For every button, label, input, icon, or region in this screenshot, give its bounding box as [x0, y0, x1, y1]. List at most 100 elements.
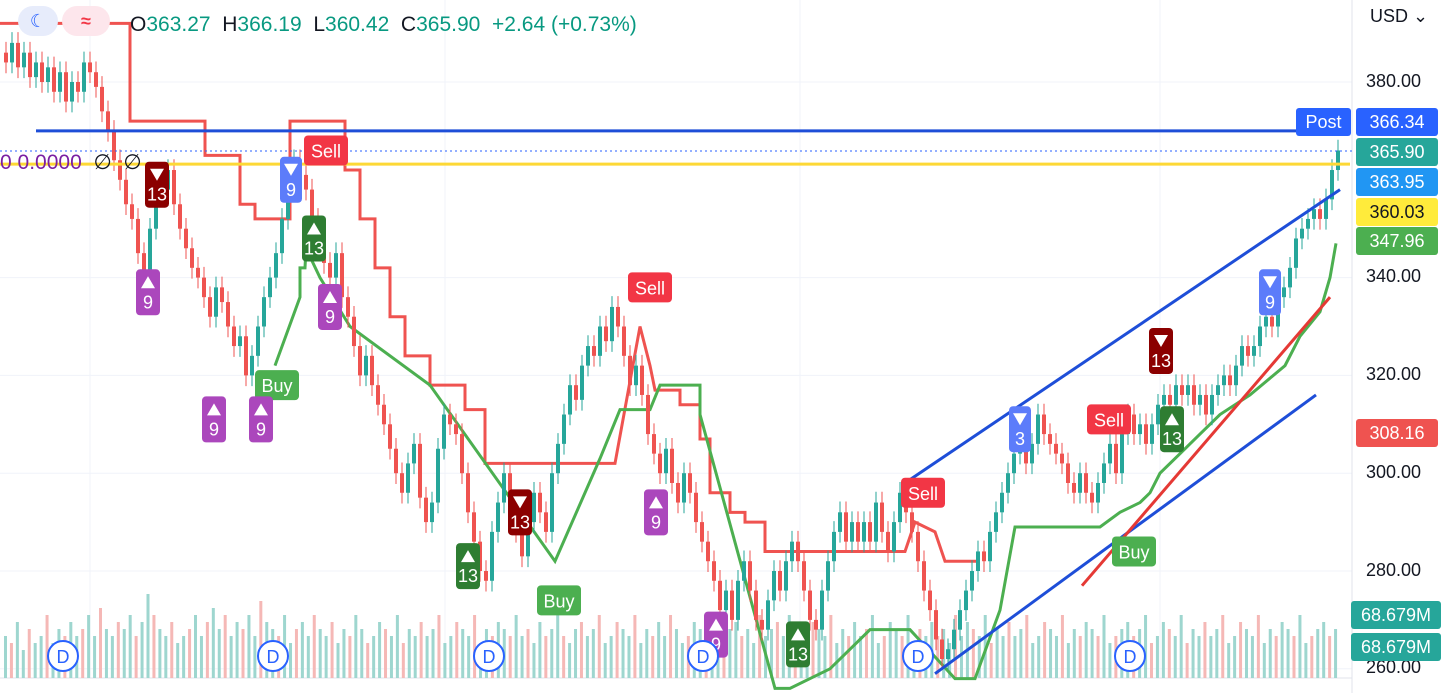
candle-body [550, 473, 554, 532]
candle-body [262, 297, 266, 327]
candle-body [256, 326, 260, 356]
volume-bar [1334, 629, 1338, 678]
volume-bar [995, 629, 999, 678]
volume-bar [1268, 629, 1272, 678]
candle-body [1294, 238, 1298, 268]
candle-body [616, 306, 620, 327]
candle-body [790, 541, 794, 562]
y-tick: 280.00 [1366, 560, 1422, 580]
volume-bar [597, 615, 601, 678]
signal-arrow-icon [284, 163, 298, 176]
candle-body [40, 62, 44, 82]
volume-bar [769, 629, 773, 678]
candle-body [802, 561, 806, 591]
volume-bar [1239, 622, 1243, 678]
volume-tag: 68.679M [1351, 633, 1441, 661]
volume-bar [39, 636, 43, 678]
volume-bar [384, 629, 388, 678]
volume-bar [312, 615, 316, 678]
volume-bar [645, 629, 649, 678]
candle-body [1000, 492, 1004, 513]
candle-body [340, 253, 344, 298]
volume-bar [823, 636, 827, 678]
signal-box [1087, 404, 1131, 435]
volume-bar [1054, 636, 1058, 678]
volume-bar [152, 615, 156, 678]
indicator-left: 0 [0, 151, 12, 174]
signal-label: 13 [1151, 351, 1171, 371]
currency-selector[interactable]: USD ⌄ [1370, 6, 1428, 27]
candle-body [916, 531, 920, 562]
volume-bar [1227, 643, 1231, 678]
signal-arrow-icon [207, 403, 221, 416]
signal-arrow-icon [709, 618, 723, 631]
volume-bar [1304, 643, 1308, 678]
signal-label: 9 [711, 635, 721, 655]
dividend-label: D [57, 647, 70, 667]
candle-body [1306, 218, 1310, 229]
close-label: C [400, 13, 417, 36]
candle-body [1150, 424, 1154, 444]
candle-body [1264, 316, 1268, 327]
candle-body [988, 531, 992, 562]
volume-bar [1215, 629, 1219, 678]
candle-body [1114, 443, 1118, 474]
support-trail [273, 243, 1338, 690]
candle-body [202, 277, 206, 298]
signal-label: Sell [1094, 410, 1124, 430]
resistance-trail [0, 21, 980, 563]
signal-label: Buy [261, 376, 292, 396]
candle-body [826, 561, 830, 591]
signal-arrow-icon [513, 496, 527, 509]
volume-bar [354, 615, 358, 678]
candle-body [874, 502, 878, 542]
volume-bar [1072, 629, 1076, 678]
volume-bar [550, 629, 554, 678]
volume-bar [229, 636, 233, 678]
price-tag: 363.95 [1356, 168, 1438, 196]
volume-bar [508, 636, 512, 678]
volume-bar [247, 615, 251, 678]
volume-bar [1322, 622, 1326, 678]
volume-bar [455, 622, 459, 678]
open-label: O [130, 13, 147, 36]
volume-bar [241, 629, 245, 678]
toolbar-icons: ☾ ≈ [18, 6, 110, 36]
candle-body [1120, 434, 1124, 474]
y-tick: 320.00 [1366, 364, 1422, 384]
candle-body [580, 365, 584, 400]
signal-box [1149, 327, 1173, 374]
candle-body [214, 287, 218, 317]
volume-bar [526, 629, 530, 678]
volume-bar [609, 636, 613, 678]
volume-bar [876, 643, 880, 678]
candle-body [1078, 473, 1082, 493]
candle-body [328, 262, 332, 278]
candle-body [928, 590, 932, 611]
candle-body [532, 492, 536, 523]
volume-bar [182, 636, 186, 678]
volume-bar [674, 629, 678, 678]
signal-label: Buy [1118, 542, 1149, 562]
volume-bar [948, 643, 952, 678]
candle-body [934, 610, 938, 640]
candle-body [964, 590, 968, 611]
volume-bar [1203, 622, 1207, 678]
wave-icon[interactable]: ≈ [62, 6, 110, 36]
volume-bar [888, 622, 892, 678]
moon-icon[interactable]: ☾ [18, 6, 58, 36]
volume-bar [936, 636, 940, 678]
candle-body [1312, 209, 1316, 219]
volume-bar [1280, 622, 1284, 678]
volume-bar [217, 629, 221, 678]
volume-bar [1209, 636, 1213, 678]
candle-body [1102, 463, 1106, 483]
candle-body [670, 448, 674, 483]
post-tag: Post [1296, 108, 1351, 136]
candle-body [148, 228, 152, 288]
candle-body [382, 404, 386, 425]
signal-label: 13 [788, 644, 808, 664]
candle-body [1216, 385, 1220, 395]
signal-box [644, 489, 668, 536]
